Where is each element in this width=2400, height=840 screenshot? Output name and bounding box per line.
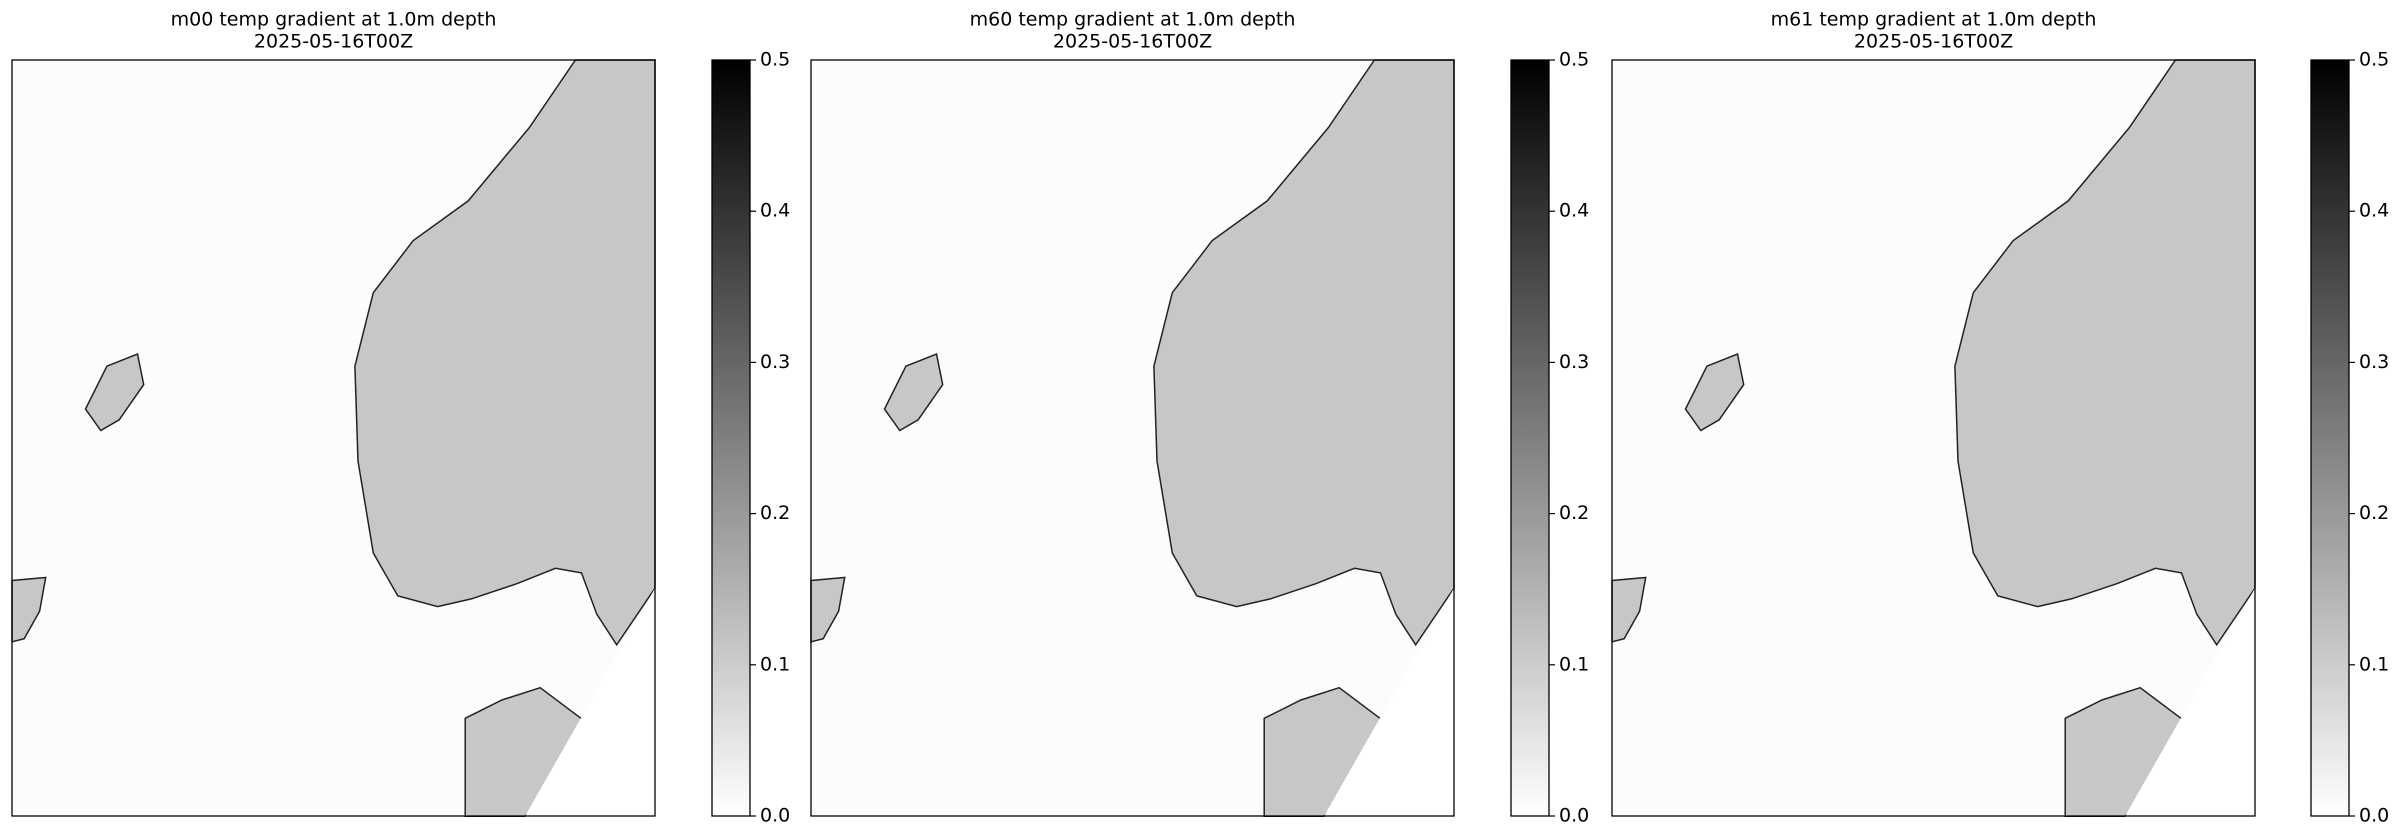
colorbar-tick-label: 0.4 — [760, 200, 790, 222]
panel-title: m61 temp gradient at 1.0m depth — [1771, 9, 2097, 31]
colorbar-tick-label: 0.2 — [760, 502, 790, 524]
colorbar-tick-label: 0.0 — [1559, 805, 1589, 827]
panel-subtitle: 2025-05-16T00Z — [254, 31, 413, 53]
map-panel: m61 temp gradient at 1.0m depth2025-05-1… — [1611, 9, 2389, 827]
map-frame — [11, 59, 656, 817]
map-panel: m60 temp gradient at 1.0m depth2025-05-1… — [810, 9, 1589, 827]
land — [354, 59, 656, 647]
colorbar-tick-label: 0.5 — [2359, 49, 2389, 71]
colorbar-tick-label: 0.4 — [1559, 200, 1589, 222]
colorbar-tick-label: 0.3 — [2359, 351, 2389, 373]
outside-domain — [1323, 588, 1455, 817]
colorbar-tick-label: 0.0 — [760, 805, 790, 827]
panel-title: m60 temp gradient at 1.0m depth — [970, 9, 1296, 31]
colorbar-tick-label: 0.2 — [1559, 502, 1589, 524]
colorbar-tick-label: 0.5 — [1559, 49, 1589, 71]
panel-title: m00 temp gradient at 1.0m depth — [171, 9, 497, 31]
land — [1153, 59, 1455, 647]
land — [1684, 352, 1745, 432]
colorbar-tick-label: 0.2 — [2359, 502, 2389, 524]
colorbar-tick-label: 0.5 — [760, 49, 790, 71]
outside-domain — [524, 588, 656, 817]
map-panel: m00 temp gradient at 1.0m depth2025-05-1… — [11, 9, 790, 827]
colorbar-tick-label: 0.1 — [760, 653, 790, 675]
panel-subtitle: 2025-05-16T00Z — [1053, 31, 1212, 53]
map-frame — [810, 59, 1455, 817]
colorbar-tick-label: 0.1 — [2359, 653, 2389, 675]
colorbar — [2310, 59, 2350, 817]
colorbar-tick-label: 0.0 — [2359, 805, 2389, 827]
outside-domain — [2124, 588, 2256, 817]
panel-subtitle: 2025-05-16T00Z — [1854, 31, 2013, 53]
land — [1954, 59, 2256, 647]
colorbar-tick-label: 0.3 — [1559, 351, 1589, 373]
land — [84, 352, 145, 432]
land — [883, 352, 944, 432]
map-frame — [1611, 59, 2256, 817]
colorbar — [1510, 59, 1550, 817]
colorbar-tick-label: 0.3 — [760, 351, 790, 373]
colorbar-tick-label: 0.1 — [1559, 653, 1589, 675]
colorbar-tick-label: 0.4 — [2359, 200, 2389, 222]
colorbar — [711, 59, 751, 817]
